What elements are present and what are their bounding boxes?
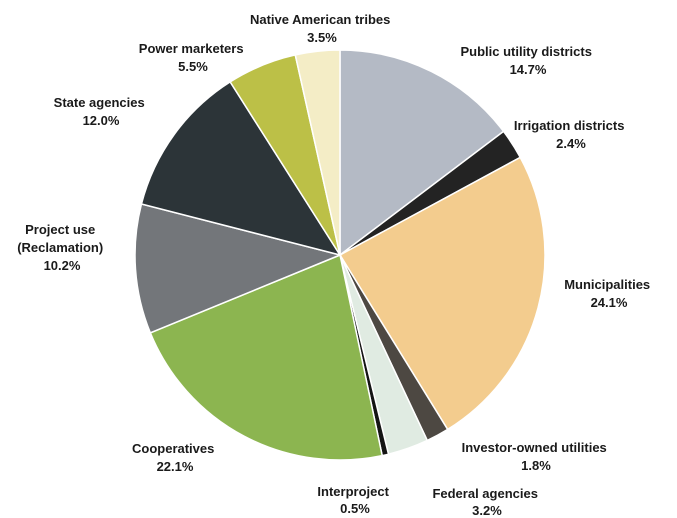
label-native-american-tribes: Native American tribes 3.5% — [250, 12, 394, 45]
pie-slice-municipalities — [338, 156, 546, 431]
label-federal-agencies: Federal agencies 3.2% — [432, 486, 541, 518]
pie-slice-native-american-tribes — [294, 49, 341, 256]
label-municipalities: Municipalities 24.1% — [564, 277, 654, 310]
label-project-use: Project use (Reclamation) 10.2% — [17, 222, 107, 273]
label-investor-owned-utilities: Investor-owned utilities 1.8% — [462, 440, 611, 473]
label-interproject: Interproject 0.5% — [317, 484, 392, 516]
pie-slice-cooperatives — [149, 253, 384, 461]
pie-slice-state-agencies — [140, 80, 342, 257]
label-state-agencies: State agencies 12.0% — [54, 95, 149, 128]
label-power-marketers: Power marketers 5.5% — [139, 41, 247, 74]
pie-slice-project-use-reclamation — [134, 203, 343, 334]
label-irrigation-districts: Irrigation districts 2.4% — [514, 118, 628, 151]
label-cooperatives: Cooperatives 22.1% — [132, 441, 218, 474]
label-public-utility-districts: Public utility districts 14.7% — [460, 44, 595, 77]
pie-slice-public-utility-districts — [339, 49, 505, 257]
pie-slices — [134, 49, 546, 461]
